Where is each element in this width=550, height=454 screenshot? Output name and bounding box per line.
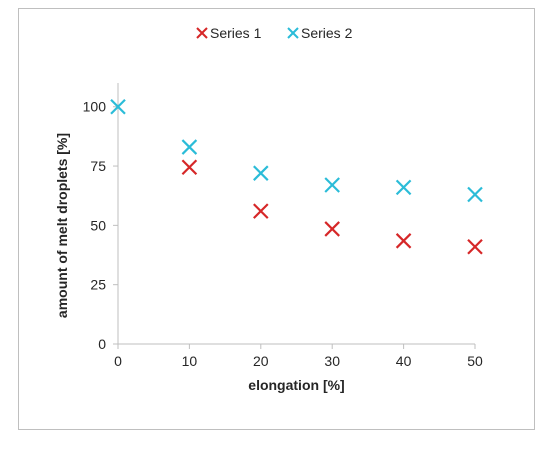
data-points <box>110 98 483 255</box>
legend-label: Series 1 <box>210 25 262 41</box>
x-tick-label: 30 <box>324 353 340 369</box>
series-2-point <box>395 179 412 196</box>
series-2-point <box>467 186 483 203</box>
x-tick-label: 40 <box>396 353 412 369</box>
series-2-point <box>324 177 340 193</box>
x-tick-label: 20 <box>253 353 269 369</box>
legend-item-series-1: Series 1 <box>196 25 262 41</box>
y-tick-label: 0 <box>98 336 106 352</box>
series-2-point <box>253 165 269 181</box>
legend-marker-icon <box>287 27 299 39</box>
y-tick-label: 75 <box>90 158 106 174</box>
y-axis-title: amount of melt droplets [%] <box>54 133 70 318</box>
series-2-point <box>110 98 126 115</box>
y-tick-label: 50 <box>90 217 106 233</box>
chart-frame: Series 1 Series 2 0 25 50 75 100 0 10 20 30 40 50 e… <box>18 8 535 430</box>
y-tick-label: 100 <box>83 99 107 115</box>
axes <box>113 83 476 349</box>
series-2-point <box>181 139 198 155</box>
series-1-point <box>181 159 198 176</box>
x-tick-label: 10 <box>182 353 198 369</box>
x-tick-label: 50 <box>467 353 483 369</box>
x-axis-title: elongation [%] <box>248 377 344 393</box>
y-tick-label: 25 <box>90 277 106 293</box>
x-tick-label: 0 <box>114 353 122 369</box>
tick-labels: 0 25 50 75 100 0 10 20 30 40 50 <box>83 99 483 369</box>
series-1-point <box>395 233 412 249</box>
series-1-point <box>324 221 340 237</box>
legend: Series 1 Series 2 <box>196 25 353 41</box>
legend-marker-icon <box>196 27 208 39</box>
series-1-point <box>467 238 483 255</box>
legend-item-series-2: Series 2 <box>287 25 353 41</box>
series-1-point <box>253 203 269 219</box>
legend-label: Series 2 <box>301 25 353 41</box>
scatter-chart: Series 1 Series 2 0 25 50 75 100 0 10 20 30 40 50 e… <box>54 25 483 393</box>
